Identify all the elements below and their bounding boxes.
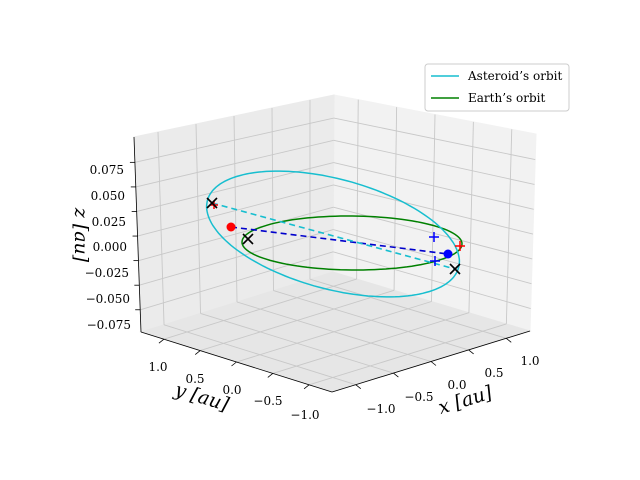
- y-tick-mark: [194, 350, 201, 355]
- marker-red-point: [226, 222, 236, 232]
- gridline: [333, 139, 535, 185]
- y-tick-mark: [231, 361, 237, 367]
- marker-blue-point: [443, 249, 453, 259]
- y-tick-label: 0.5: [185, 372, 204, 386]
- x-tick-label: 1.0: [520, 354, 539, 368]
- gridline: [137, 184, 334, 237]
- gridline: [333, 117, 536, 161]
- gridline: [505, 129, 513, 324]
- legend-frame: [424, 63, 570, 112]
- gridline: [236, 301, 432, 362]
- legend-label-asteroid: Asteroid’s orbit: [467, 69, 562, 83]
- gridline: [138, 206, 334, 262]
- legend-label-earth: Earth’s orbit: [468, 91, 545, 105]
- z-tick-label: −0.075: [87, 318, 131, 332]
- x-tick-mark: [355, 384, 362, 389]
- gridline: [333, 229, 532, 285]
- gridline: [134, 117, 334, 163]
- z-axis-label: z [au]: [70, 207, 92, 263]
- z-tick-label: 0.000: [93, 240, 127, 254]
- y-tick-mark: [303, 384, 310, 390]
- marker-x-2: [242, 233, 254, 245]
- x-tick-labels: −1.0 −0.5 0.0 0.5 1.0: [366, 354, 539, 416]
- tick-marks: [129, 161, 512, 390]
- connector-blue-dashed: [230, 226, 449, 255]
- connector-cyan-dashed: [211, 202, 456, 270]
- x-tick-label: −1.0: [366, 402, 395, 416]
- gridline: [333, 162, 534, 210]
- gridline: [356, 99, 359, 280]
- x-tick-label: 0.0: [447, 378, 466, 392]
- y-tick-label: 1.0: [148, 360, 167, 374]
- marker-x-3: [449, 263, 461, 275]
- z-tick-label: 0.075: [90, 163, 124, 177]
- z-tick-label: 0.025: [92, 215, 126, 229]
- x-tick-mark: [393, 372, 399, 378]
- gridline: [333, 184, 534, 235]
- asteroid-orbit-line: [205, 170, 461, 298]
- y-tick-label: −0.5: [253, 394, 282, 408]
- gridline: [309, 278, 507, 339]
- y-tick-mark: [267, 373, 274, 378]
- gridline: [468, 121, 474, 313]
- y-tick-label: −1.0: [290, 408, 319, 422]
- gridline: [136, 162, 334, 212]
- marker-plus-blue-2: [430, 256, 440, 266]
- z-tick-label: −0.050: [86, 292, 130, 306]
- gridline: [431, 114, 436, 302]
- gridline: [308, 323, 507, 386]
- gridline: [273, 290, 469, 351]
- gridline: [332, 251, 531, 309]
- gridline: [195, 123, 201, 314]
- gridline: [272, 312, 470, 374]
- y-tick-mark: [158, 338, 165, 344]
- gridline: [140, 251, 334, 311]
- legend: Asteroid’s orbit Earth’s orbit: [424, 63, 570, 112]
- gridline: [157, 131, 165, 325]
- y-tick-labels: 1.0 0.5 0.0 −0.5 −1.0: [148, 360, 319, 422]
- earth-orbit-line: [241, 215, 463, 271]
- y-tick-label: 0.0: [222, 383, 241, 397]
- marker-x-1: [206, 197, 218, 209]
- z-axis-line: [133, 136, 142, 333]
- gridline: [271, 108, 274, 291]
- x-tick-mark: [505, 338, 512, 343]
- x-tick-mark: [468, 349, 474, 355]
- x-tick-mark: [430, 361, 437, 366]
- z-tick-label: −0.025: [85, 266, 129, 280]
- gridline: [135, 139, 334, 188]
- z-tick-label: 0.050: [91, 189, 125, 203]
- gridline: [139, 229, 334, 286]
- x-tick-label: −0.5: [404, 390, 433, 404]
- z-tick-labels: 0.075 0.050 0.025 0.000 −0.025 −0.050 −0…: [85, 163, 131, 332]
- marker-plus-red-2: [455, 241, 465, 251]
- marker-plus-blue-1: [429, 232, 439, 242]
- x-tick-label: 0.5: [484, 366, 503, 380]
- gridlines: [134, 99, 536, 386]
